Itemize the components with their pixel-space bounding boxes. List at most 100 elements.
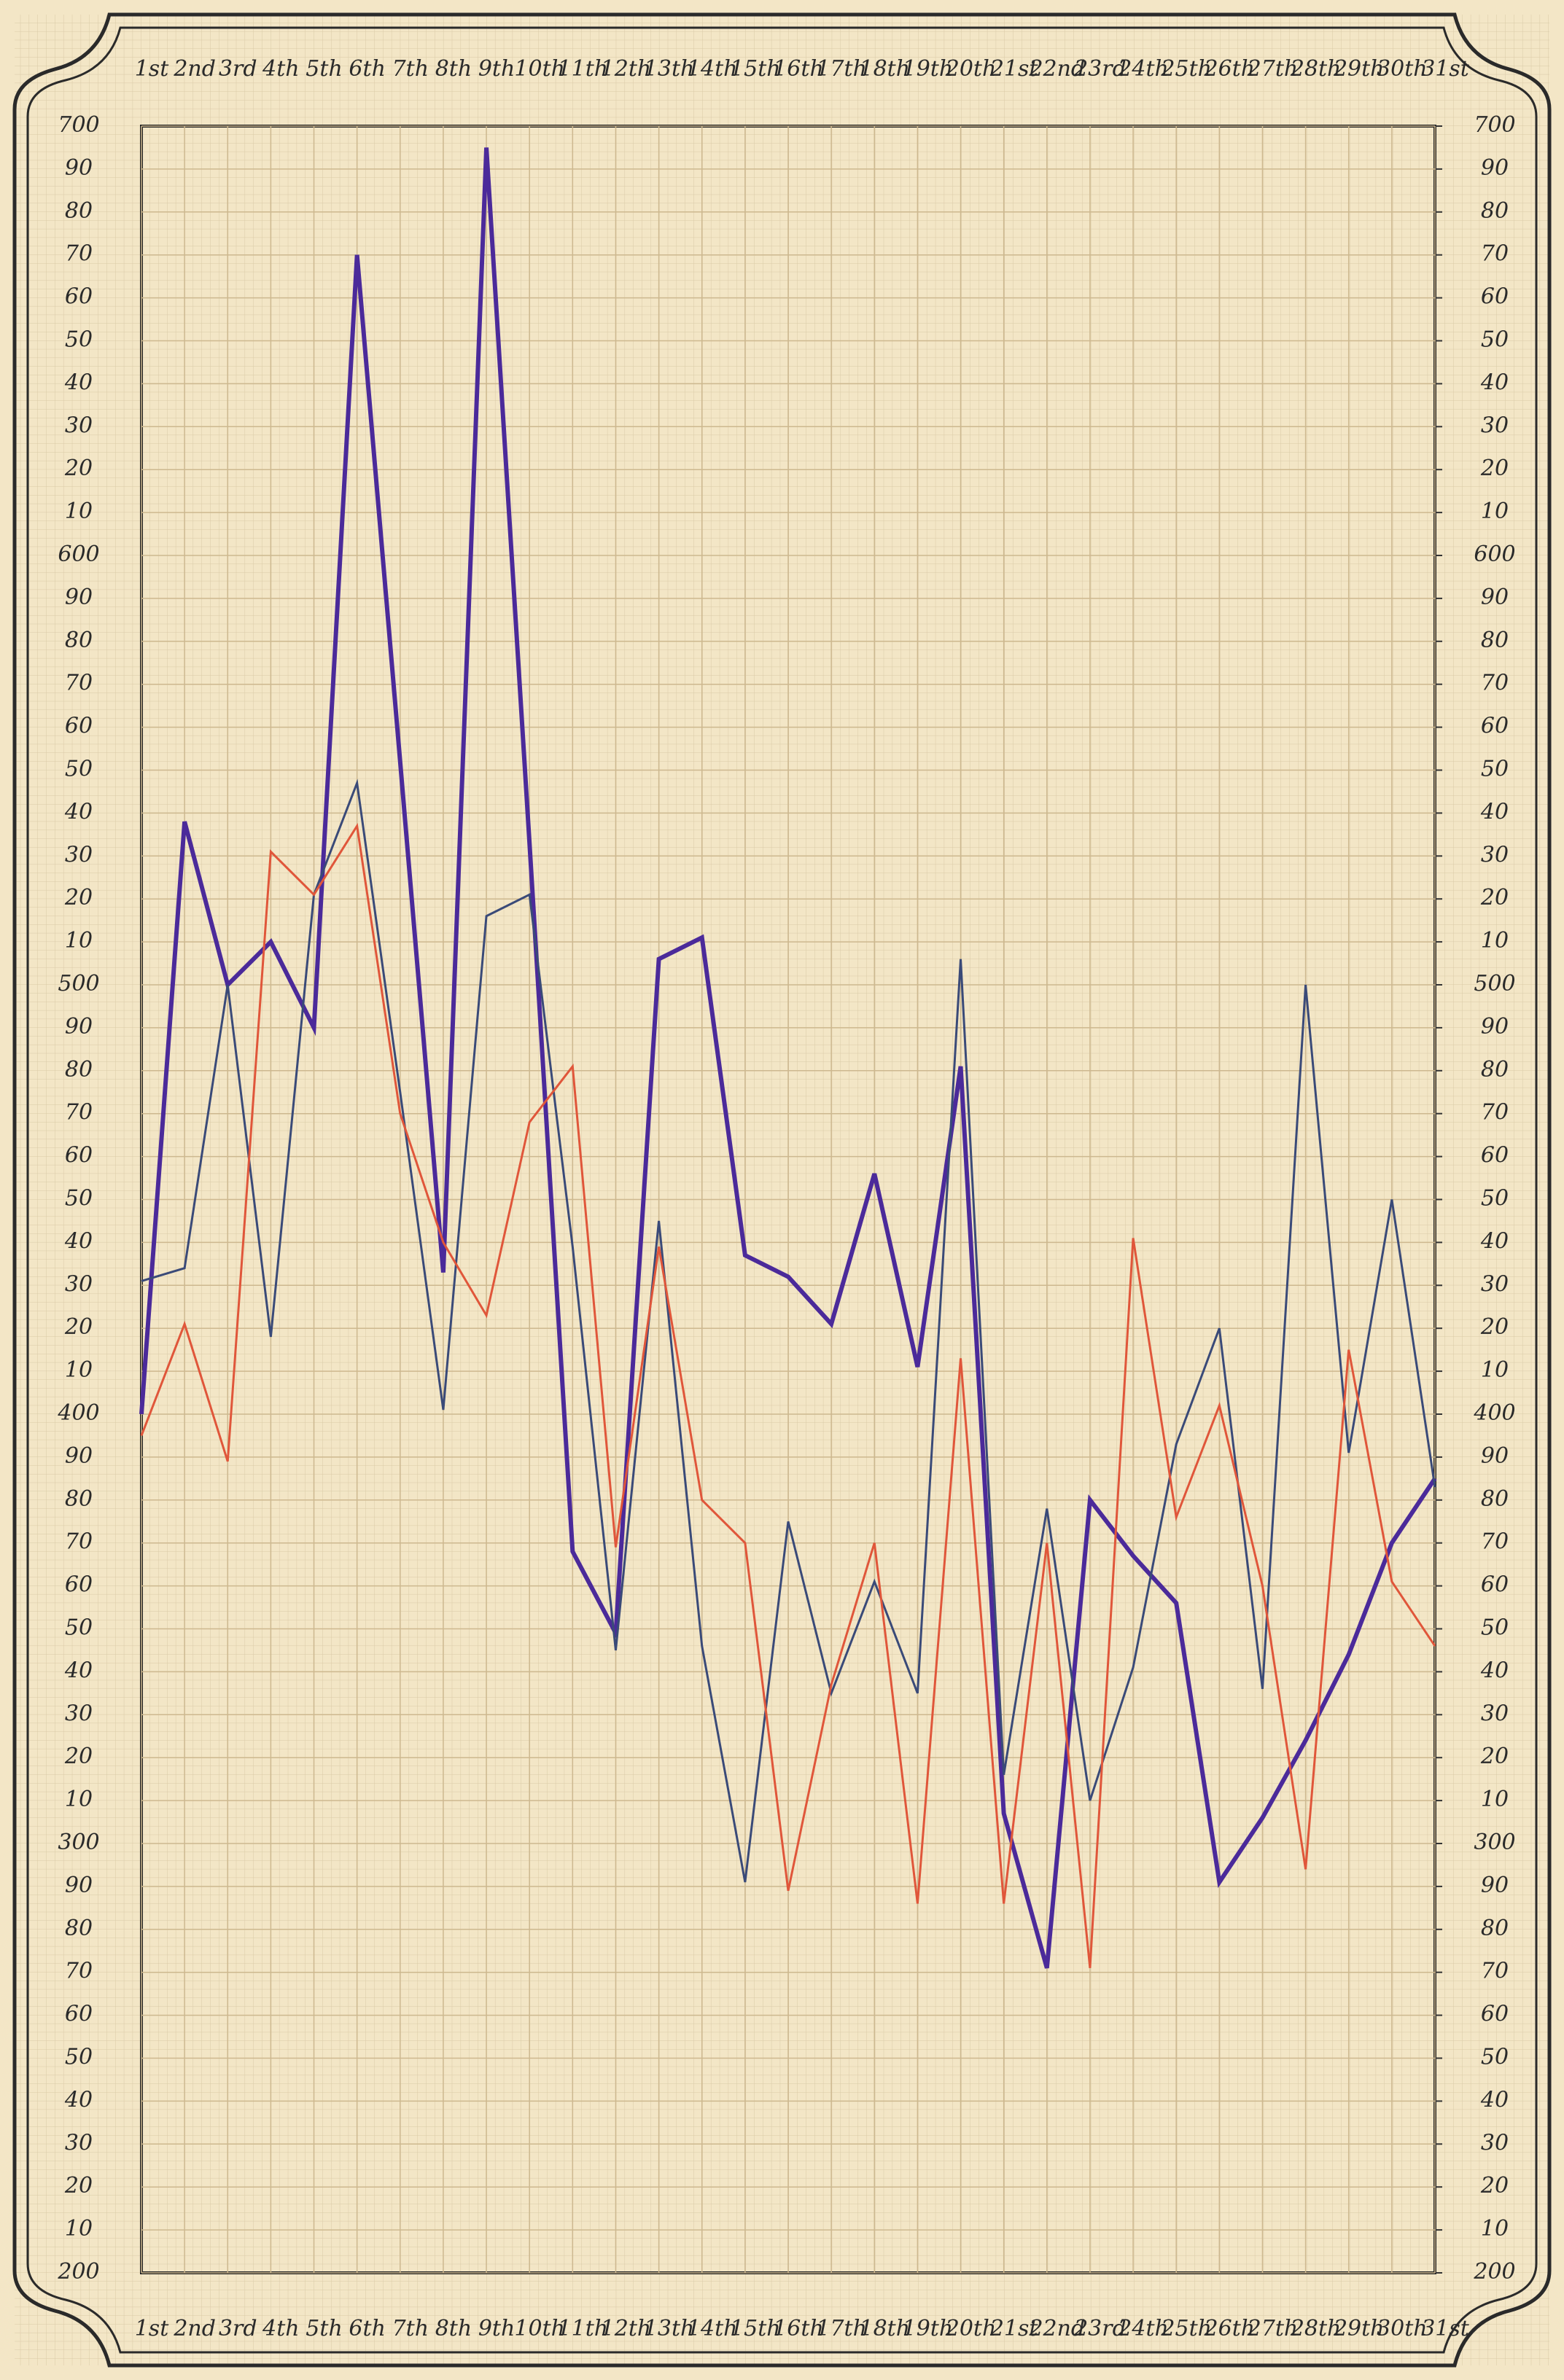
data-line — [139, 147, 1437, 1969]
y2-tick-label: 50 — [1481, 327, 1509, 353]
x-tick-label-bottom: 28th — [1290, 2316, 1342, 2341]
y2-tick-label: 90 — [1481, 1873, 1509, 1898]
y-tick-label: 70 — [65, 1529, 93, 1555]
y-tick-label: 80 — [65, 1916, 93, 1941]
x-tick-label: 2nd — [173, 56, 216, 82]
y-tick-label: 70 — [65, 1959, 93, 1984]
y-tick-label: 90 — [65, 1014, 93, 1039]
y2-tick-label: 10 — [1481, 2216, 1509, 2242]
frame-inner — [26, 26, 1538, 2354]
y2-tick-label: 80 — [1481, 1486, 1509, 1512]
y-tick-label: 40 — [64, 2087, 93, 2112]
y-tick-label: 30 — [65, 1271, 93, 1297]
y-tick-label: 60 — [65, 1143, 93, 1168]
x-tick-label: 6th — [349, 56, 385, 82]
y-tick-label: 90 — [65, 1873, 93, 1898]
y2-tick-label: 20 — [1480, 1314, 1509, 1340]
x-tick-label-bottom: 9th — [478, 2316, 515, 2341]
x-tick-label-bottom: 18th — [859, 2316, 910, 2341]
y-tick-label: 600 — [58, 542, 99, 567]
y-tick-label: 700 — [58, 112, 99, 138]
y-tick-label: 10 — [65, 499, 93, 524]
x-tick-label: 24th — [1117, 56, 1169, 82]
x-tick-label: 3rd — [219, 56, 257, 82]
y-tick-label: 70 — [65, 241, 93, 267]
y-tick-label: 10 — [65, 2216, 93, 2242]
y2-tick-label: 40 — [1480, 2087, 1509, 2112]
y2-tick-label: 30 — [1481, 413, 1509, 438]
x-tick-label-bottom: 5th — [306, 2316, 342, 2341]
x-tick-label: 15th — [730, 56, 781, 82]
frame — [12, 12, 1552, 2368]
x-tick-label: 7th — [392, 56, 429, 82]
y2-tick-label: 30 — [1481, 842, 1509, 867]
y-tick-label: 80 — [65, 198, 93, 224]
x-tick-label: 18th — [859, 56, 910, 82]
y-tick-label: 10 — [65, 928, 93, 953]
y2-tick-label: 500 — [1474, 971, 1515, 996]
y2-tick-label: 70 — [1481, 1529, 1509, 1555]
y2-tick-label: 400 — [1473, 1400, 1515, 1426]
y2-tick-label: 90 — [1481, 585, 1509, 610]
y2-tick-label: 10 — [1481, 1787, 1509, 1812]
x-tick-label: 21st — [989, 56, 1039, 82]
x-tick-label-bottom: 25th — [1160, 2316, 1212, 2341]
x-tick-label: 14th — [687, 56, 738, 82]
y2-tick-label: 80 — [1481, 1057, 1509, 1082]
x-tick-label-bottom: 4th — [262, 2316, 299, 2341]
y2-tick-label: 300 — [1474, 1830, 1515, 1855]
y2-tick-label: 20 — [1480, 885, 1509, 910]
y2-tick-label: 70 — [1481, 1100, 1509, 1125]
x-tick-label: 5th — [306, 56, 342, 82]
x-tick-label: 23rd — [1073, 56, 1127, 82]
x-tick-label: 29th — [1333, 56, 1385, 82]
x-tick-label-bottom: 20th — [945, 2316, 997, 2341]
y2-tick-label: 30 — [1481, 1271, 1509, 1297]
x-tick-label-bottom: 26th — [1204, 2316, 1256, 2341]
x-tick-label-bottom: 8th — [435, 2316, 472, 2341]
y-tick-label: 30 — [65, 413, 93, 438]
y2-tick-label: 60 — [1481, 714, 1509, 739]
x-tick-label-bottom: 10th — [514, 2316, 565, 2341]
y2-tick-label: 60 — [1481, 2002, 1509, 2027]
x-tick-label-bottom: 1st — [135, 2316, 169, 2341]
x-tick-label-bottom: 24th — [1117, 2316, 1169, 2341]
y2-tick-label: 50 — [1481, 2045, 1509, 2070]
y-tick-label: 60 — [65, 714, 93, 739]
y2-tick-label: 60 — [1481, 284, 1509, 310]
x-tick-label-bottom: 27th — [1247, 2316, 1299, 2341]
x-tick-label: 1st — [135, 56, 169, 82]
x-tick-label-bottom: 19th — [903, 2316, 954, 2341]
y2-tick-label: 40 — [1480, 799, 1509, 824]
y2-tick-label: 90 — [1481, 1014, 1509, 1039]
x-tick-label-bottom: 16th — [773, 2316, 824, 2341]
x-tick-label: 22nd — [1028, 56, 1085, 82]
y-tick-label: 10 — [65, 1787, 93, 1812]
x-tick-label-bottom: 11th — [558, 2316, 609, 2341]
y2-tick-label: 30 — [1481, 1701, 1509, 1726]
y-tick-label: 50 — [65, 1615, 93, 1641]
y2-tick-label: 10 — [1481, 499, 1509, 524]
x-tick-label: 25th — [1160, 56, 1212, 82]
y2-tick-label: 70 — [1481, 671, 1509, 696]
y-tick-label: 60 — [65, 2002, 93, 2027]
y2-tick-label: 40 — [1480, 1658, 1509, 1683]
y-tick-label: 80 — [65, 1057, 93, 1082]
data-line — [141, 779, 1436, 1883]
x-tick-label: 27th — [1247, 56, 1299, 82]
y2-tick-label: 20 — [1480, 456, 1509, 481]
y-tick-label: 90 — [65, 1443, 93, 1469]
y-tick-label: 50 — [65, 2045, 93, 2070]
y2-tick-label: 90 — [1481, 155, 1509, 181]
x-tick-label-bottom: 12th — [601, 2316, 652, 2341]
x-tick-label: 9th — [478, 56, 515, 82]
y-tick-label: 20 — [64, 1314, 93, 1340]
x-tick-label: 13th — [644, 56, 695, 82]
x-tick-label: 26th — [1204, 56, 1256, 82]
data-line — [140, 822, 1436, 1968]
x-tick-label: 8th — [435, 56, 472, 82]
y2-tick-label: 80 — [1481, 1916, 1509, 1941]
y-tick-label: 30 — [65, 842, 93, 867]
y-tick-label: 50 — [65, 1186, 93, 1212]
